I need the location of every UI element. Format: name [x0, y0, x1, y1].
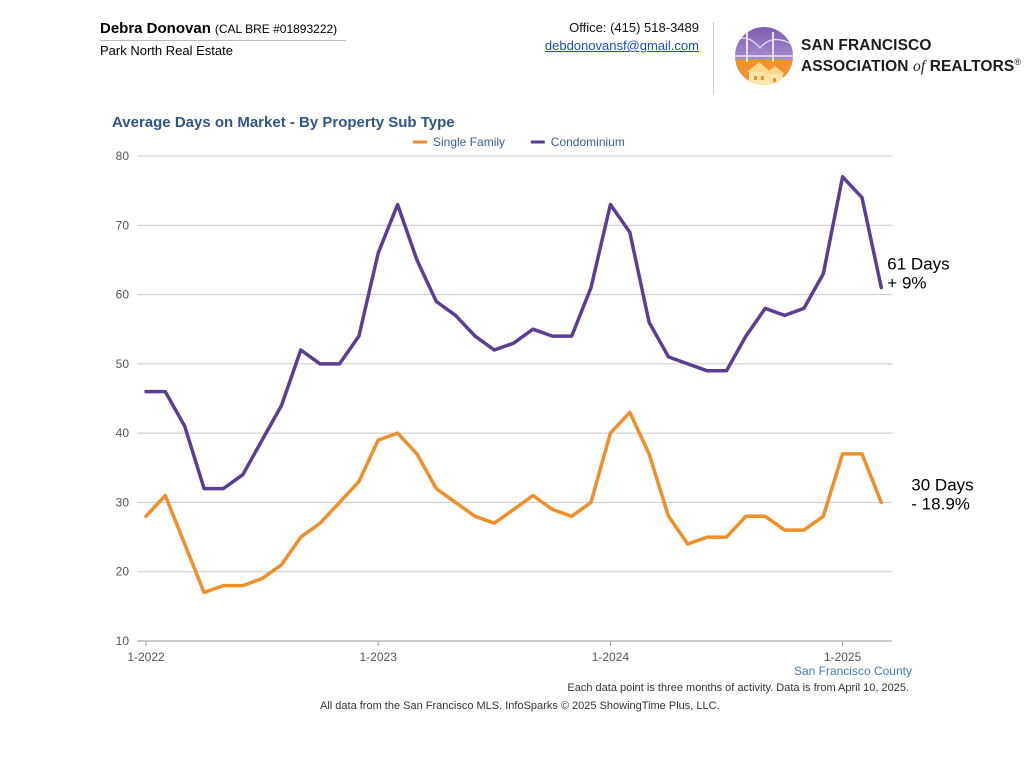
logo-line-2-prefix: ASSOCIATION [801, 58, 914, 76]
contact-block: Office: (415) 518-3489 debdonovansf@gmai… [545, 20, 699, 53]
county-label: San Francisco County [793, 664, 912, 678]
callout-condominium-days: 61 Days [887, 255, 949, 274]
chart-title: Average Days on Market - By Property Sub… [112, 114, 455, 131]
agent-divider [100, 40, 346, 41]
sfar-logo-text: SAN FRANCISCO ASSOCIATION of REALTORS® [801, 37, 1021, 75]
y-tick-label-80: 80 [116, 149, 130, 163]
y-tick-label-50: 50 [116, 357, 130, 371]
logo-line-2: ASSOCIATION of REALTORS® [801, 54, 1021, 75]
y-tick-label-60: 60 [116, 288, 130, 302]
logo-registered-mark: ® [1014, 57, 1022, 67]
legend-label-condominium: Condominium [551, 135, 625, 149]
callout-single-family-days: 30 Days [911, 475, 973, 494]
callout-condominium-change: + 9% [887, 274, 926, 293]
source-note: All data from the San Francisco MLS. Inf… [320, 700, 720, 712]
data-note: Each data point is three months of activ… [567, 682, 909, 694]
header-divider [713, 22, 714, 94]
logo-line-1: SAN FRANCISCO [801, 37, 932, 54]
office-phone: Office: (415) 518-3489 [569, 20, 699, 35]
callout-single-family-change: - 18.9% [911, 494, 970, 513]
logo-line-2-of: of [913, 58, 926, 76]
agent-name-text: Debra Donovan [100, 20, 211, 37]
y-tick-label-40: 40 [116, 426, 130, 440]
x-tick-label-1-2024: 1-2024 [592, 650, 630, 664]
series-line-condominium [144, 175, 884, 491]
x-tick-label-1-2025: 1-2025 [824, 650, 862, 664]
agent-license: (CAL BRE #01893222) [214, 22, 338, 36]
agent-name: Debra Donovan (CAL BRE #01893222) [100, 20, 337, 37]
sfar-logo-icon [735, 27, 793, 85]
y-tick-label-20: 20 [116, 565, 130, 579]
email-link[interactable]: debdonovansf@gmail.com [544, 38, 699, 53]
legend-label-single-family: Single Family [433, 135, 505, 149]
x-tick-label-1-2022: 1-2022 [127, 650, 165, 664]
agent-company: Park North Real Estate [100, 43, 233, 58]
logo-line-2-suffix: REALTORS [925, 58, 1015, 76]
series-line-single-family [144, 410, 884, 595]
y-tick-label-70: 70 [116, 218, 130, 232]
x-tick-label-1-2023: 1-2023 [360, 650, 398, 664]
y-tick-label-10: 10 [116, 634, 130, 648]
y-tick-label-30: 30 [116, 495, 130, 509]
